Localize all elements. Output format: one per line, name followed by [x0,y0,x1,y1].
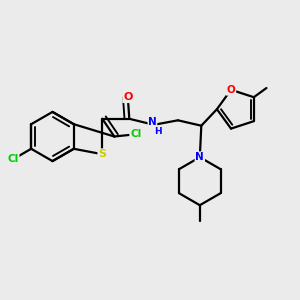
Text: O: O [123,92,133,102]
Text: S: S [98,149,106,159]
Text: O: O [226,85,236,95]
Text: Cl: Cl [130,129,141,139]
Text: N: N [148,117,157,127]
Text: Cl: Cl [8,154,19,164]
Text: H: H [154,127,161,136]
Text: N: N [195,152,204,162]
